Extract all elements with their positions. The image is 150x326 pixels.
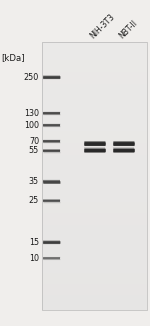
Text: 130: 130 — [24, 109, 39, 118]
Bar — [42, 42, 147, 310]
Text: 35: 35 — [29, 177, 39, 186]
Text: 55: 55 — [29, 146, 39, 155]
Text: NBT-II: NBT-II — [118, 19, 140, 41]
Text: 15: 15 — [29, 238, 39, 247]
Text: 25: 25 — [29, 196, 39, 205]
Text: [kDa]: [kDa] — [2, 53, 25, 62]
Text: 100: 100 — [24, 121, 39, 130]
Text: 70: 70 — [29, 137, 39, 146]
Text: 10: 10 — [29, 254, 39, 263]
Text: NIH-3T3: NIH-3T3 — [88, 13, 116, 41]
Text: 250: 250 — [24, 73, 39, 82]
